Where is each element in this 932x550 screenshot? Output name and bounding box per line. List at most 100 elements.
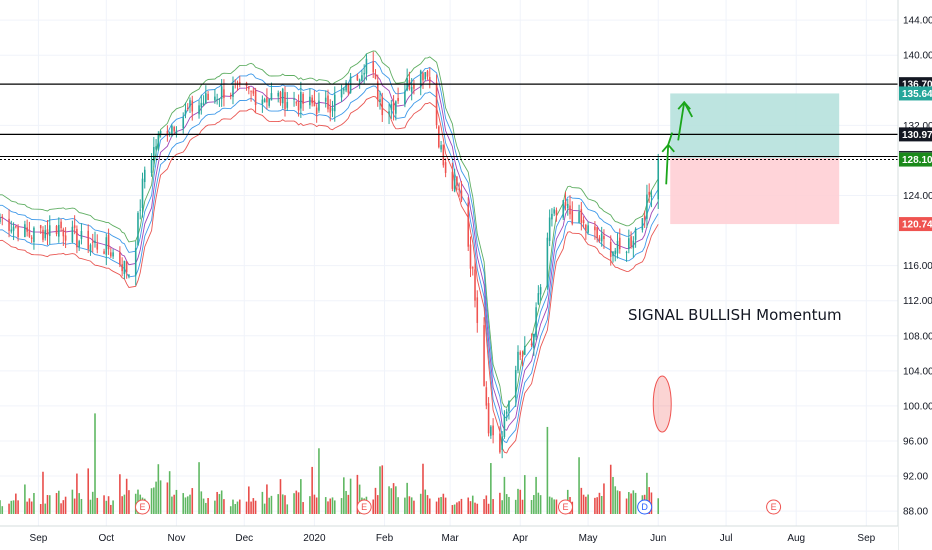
candle-body: [333, 94, 336, 112]
volume-bar: [453, 504, 456, 514]
volume-bar: [55, 493, 58, 514]
volume-bar: [157, 464, 160, 514]
volume-bar: [270, 495, 273, 514]
arrow-head[interactable]: [677, 100, 691, 110]
band-indicator: [0, 50, 659, 454]
candle-body: [281, 88, 284, 104]
x-tick-label: Mar: [442, 533, 460, 544]
candle-body: [628, 238, 630, 250]
volume-bar: [293, 493, 295, 514]
volume-bar: [406, 482, 408, 514]
horizontal-levels[interactable]: [0, 83, 898, 160]
volume-bar: [548, 496, 551, 514]
volume-bar: [650, 492, 653, 514]
candle-body: [236, 82, 239, 84]
volume-bar: [392, 483, 395, 514]
volume-bar: [284, 495, 286, 514]
drawings[interactable]: [652, 100, 693, 433]
candle-body: [632, 240, 635, 249]
event-marker[interactable]: [766, 499, 782, 515]
volume-bar: [198, 462, 200, 514]
candle-body: [171, 125, 173, 136]
event-marker[interactable]: [135, 499, 151, 515]
volume-bar: [390, 488, 393, 514]
candle-body: [474, 269, 476, 301]
candle-body: [119, 252, 121, 265]
volume-bar: [76, 473, 78, 514]
volume-bar: [582, 494, 585, 514]
candle-body: [229, 95, 232, 97]
candle-body: [458, 188, 460, 191]
candle-body: [521, 355, 524, 357]
candle-body: [340, 89, 343, 98]
candle-body: [404, 91, 406, 105]
candle-body: [103, 251, 105, 254]
highlight-ellipse[interactable]: [652, 375, 672, 433]
volume-bar: [268, 497, 270, 514]
volume-bar: [229, 506, 232, 514]
volume-bar: [395, 486, 397, 514]
event-marker[interactable]: [557, 499, 573, 515]
candle-body: [546, 237, 549, 287]
candle-body: [630, 236, 632, 247]
volume-bar: [424, 489, 427, 514]
price-badge: [899, 127, 932, 142]
volume-bar: [105, 500, 108, 514]
volume-bar: [15, 493, 17, 514]
candle-body: [594, 226, 596, 231]
event-marker-label: E: [139, 502, 145, 512]
candle-body: [91, 241, 94, 243]
candle-body: [318, 100, 320, 111]
volume-bar: [347, 494, 350, 514]
volume-bar: [517, 488, 519, 514]
volume-bar: [202, 498, 205, 514]
volume-bar: [505, 494, 508, 514]
candle-body: [440, 145, 442, 150]
arrow-head[interactable]: [661, 143, 675, 153]
candle-body: [410, 86, 413, 92]
volume-bar: [189, 494, 191, 514]
volume-bar: [300, 479, 302, 514]
candle-body: [444, 162, 447, 173]
volume-bar: [94, 413, 96, 514]
volume-bar: [413, 500, 415, 514]
volume-bar: [313, 494, 316, 514]
stop-zone[interactable]: [670, 157, 840, 225]
y-tick-label: 144.00: [903, 16, 932, 27]
candle-body: [39, 225, 42, 229]
volume-bar: [555, 499, 558, 514]
event-marker-label: E: [771, 502, 777, 512]
candle-body: [555, 210, 558, 216]
candle-body: [270, 93, 273, 101]
candle-body: [216, 99, 218, 101]
y-tick-label: 108.00: [903, 331, 932, 342]
candle-body: [168, 132, 171, 134]
candle-body: [428, 77, 431, 83]
volume-bar: [182, 493, 185, 514]
volume-bar: [250, 501, 252, 514]
volume-bar: [530, 499, 533, 514]
volume-bar: [533, 495, 535, 514]
signal-annotation: SIGNAL BULLISH Momentum: [628, 306, 842, 324]
candle-body: [451, 171, 454, 189]
volume-bar: [91, 491, 94, 514]
time-axis-panel[interactable]: [0, 526, 898, 550]
candle-body: [453, 178, 456, 192]
volume-bar: [252, 498, 255, 514]
candle-body: [376, 81, 379, 100]
volume-bar: [374, 487, 377, 514]
event-marker[interactable]: [356, 499, 372, 515]
candle-body: [419, 70, 422, 88]
target-zone[interactable]: [670, 93, 840, 158]
volume-bar: [419, 493, 422, 514]
volume-bars: [0, 413, 660, 514]
volume-bar: [580, 487, 583, 514]
candle-body: [490, 426, 492, 436]
candle-body: [585, 224, 587, 231]
candle-body: [641, 218, 644, 230]
candle-body: [205, 93, 207, 104]
position-tool[interactable]: [670, 93, 840, 225]
event-marker[interactable]: [637, 499, 653, 515]
